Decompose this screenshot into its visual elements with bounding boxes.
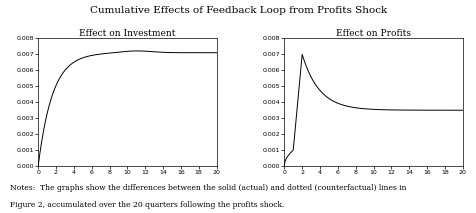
Text: Figure 2, accumulated over the 20 quarters following the profits shock.: Figure 2, accumulated over the 20 quarte… <box>10 201 283 209</box>
Text: Cumulative Effects of Feedback Loop from Profits Shock: Cumulative Effects of Feedback Loop from… <box>89 6 387 15</box>
Title: Effect on Profits: Effect on Profits <box>335 29 410 37</box>
Title: Effect on Investment: Effect on Investment <box>79 29 175 37</box>
Text: Notes:  The graphs show the differences between the solid (actual) and dotted (c: Notes: The graphs show the differences b… <box>10 184 405 192</box>
